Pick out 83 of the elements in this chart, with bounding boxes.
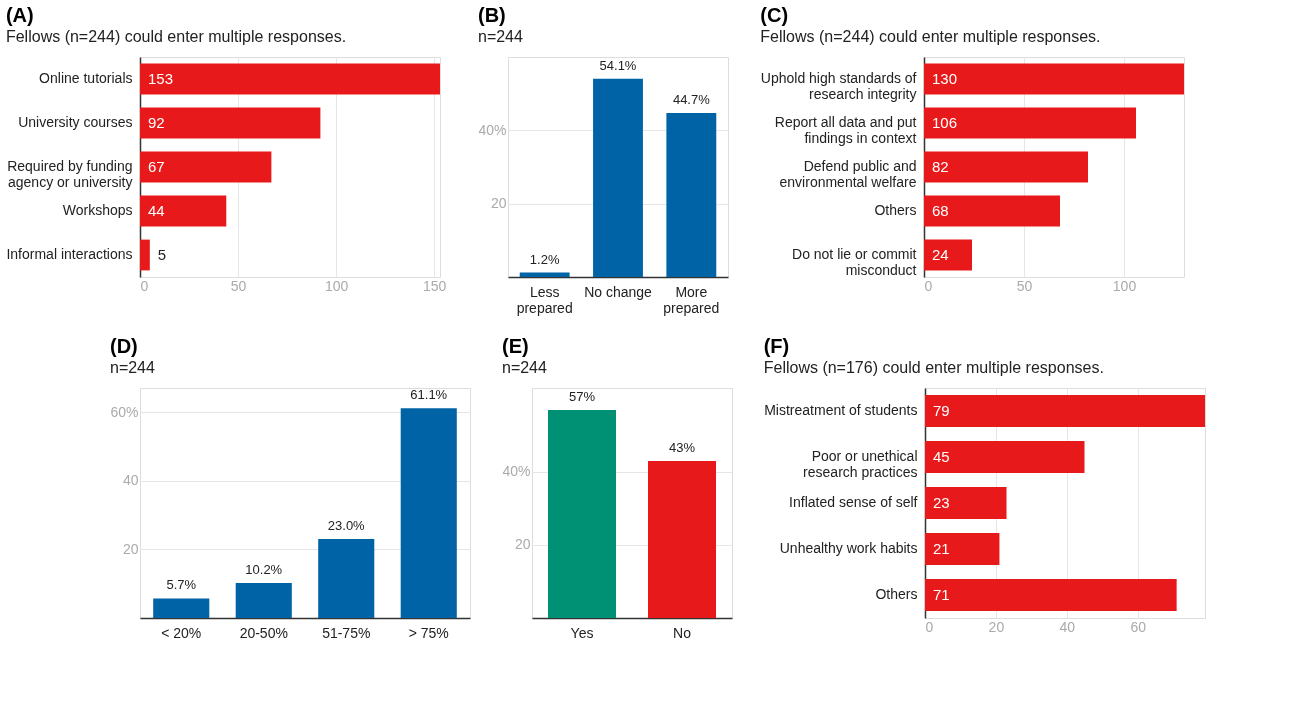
y-tick-label: 40: [122, 472, 139, 489]
data-label: 43%: [668, 440, 696, 456]
x-tick-label: 100: [324, 277, 349, 294]
x-tick-label: 50: [230, 277, 247, 294]
data-label: 44.7%: [672, 92, 711, 108]
data-label: 79: [933, 402, 950, 419]
y-tick-label: Informal interactions: [6, 246, 133, 262]
chart-subtitle: n=244: [477, 28, 524, 45]
chart-subtitle: Fellows (n=244) could enter multiple responses.: [760, 28, 1101, 45]
y-tick-label: 40%: [478, 121, 507, 138]
y-tick-label: Online tutorials: [39, 70, 133, 86]
bar: [666, 113, 717, 277]
data-label: 54.1%: [599, 57, 637, 73]
bar: [318, 539, 375, 618]
x-tick-label: 0: [925, 618, 934, 635]
bar: [593, 78, 643, 277]
data-label: 23.0%: [327, 518, 366, 534]
data-label: 45: [933, 448, 950, 465]
y-tick-label: Do not lie or commit misconduct: [792, 246, 917, 278]
data-label: 68: [932, 202, 949, 219]
data-label: 130: [932, 70, 958, 87]
data-label: 23: [933, 494, 950, 511]
chart-subtitle: Fellows (n=176) could enter multiple responses.: [763, 359, 1104, 376]
x-tick-label: 40: [1059, 618, 1076, 635]
data-label: 57%: [568, 388, 596, 404]
y-tick-label: Uphold high standards of research integrity: [760, 70, 917, 102]
data-label: 92: [148, 114, 165, 131]
chart-title: (D): [109, 335, 138, 357]
data-label: 106: [932, 114, 958, 131]
y-tick-label: Inflated sense of self: [789, 494, 918, 510]
chart-title: (B): [477, 4, 506, 26]
chart-title: (C): [760, 4, 789, 26]
x-tick-label: 150: [422, 277, 447, 294]
y-tick-label: Others: [874, 202, 917, 218]
data-label: 82: [932, 158, 949, 175]
y-tick-label: Unhealthy work habits: [779, 540, 918, 556]
y-tick-label: Mistreatment of students: [764, 402, 918, 418]
bar: [235, 582, 292, 618]
x-tick-label: 50: [1016, 277, 1033, 294]
x-tick-label: 51-75%: [322, 624, 371, 641]
x-tick-label: < 20%: [161, 624, 202, 641]
data-label: 44: [148, 202, 165, 219]
y-tick-label: Report all data and put findings in context: [774, 114, 917, 146]
data-label: 5: [157, 246, 167, 263]
x-tick-label: Yes: [570, 624, 594, 641]
y-tick-label: Poor or unethical research practices: [803, 448, 918, 480]
data-label: 153: [148, 70, 174, 87]
chart-subtitle: Fellows (n=244) could enter multiple responses.: [5, 28, 347, 45]
bar: [153, 598, 210, 618]
y-tick-label: 60%: [110, 403, 139, 420]
x-tick-label: Less prepared: [516, 283, 573, 316]
chart-subtitle: n=244: [501, 359, 548, 376]
x-tick-label: 0: [924, 277, 933, 294]
y-tick-label: Others: [875, 586, 918, 602]
chart-title: (F): [763, 335, 790, 357]
chart-subtitle: n=244: [109, 359, 156, 376]
x-tick-label: 60: [1130, 618, 1147, 635]
data-label: 10.2%: [245, 561, 283, 577]
data-label: 5.7%: [166, 577, 197, 593]
x-tick-label: 20: [988, 618, 1005, 635]
x-tick-label: 0: [140, 277, 149, 294]
chart-title: (A): [5, 4, 34, 26]
y-tick-label: 40%: [502, 463, 531, 480]
x-tick-label: > 75%: [408, 624, 449, 641]
y-tick-label: Defend public and environmental welfare: [779, 158, 917, 190]
data-label: 67: [148, 158, 165, 175]
y-tick-label: University courses: [18, 114, 133, 130]
data-label: 24: [932, 246, 949, 263]
y-tick-label: Required by funding agency or university: [7, 158, 133, 190]
data-label: 71: [933, 586, 950, 603]
x-tick-label: 100: [1112, 277, 1137, 294]
bar: [400, 408, 457, 618]
y-tick-label: Workshops: [62, 202, 133, 218]
data-label: 61.1%: [410, 387, 448, 403]
x-tick-label: 20-50%: [239, 624, 288, 641]
x-tick-label: No change: [584, 283, 653, 300]
data-label: 1.2%: [529, 251, 560, 267]
data-label: 21: [933, 540, 950, 557]
chart-title: (E): [501, 335, 529, 357]
y-tick-label: 20: [122, 540, 139, 557]
x-tick-label: More prepared: [663, 283, 720, 316]
bar: [519, 272, 570, 277]
x-tick-label: No: [673, 624, 692, 641]
